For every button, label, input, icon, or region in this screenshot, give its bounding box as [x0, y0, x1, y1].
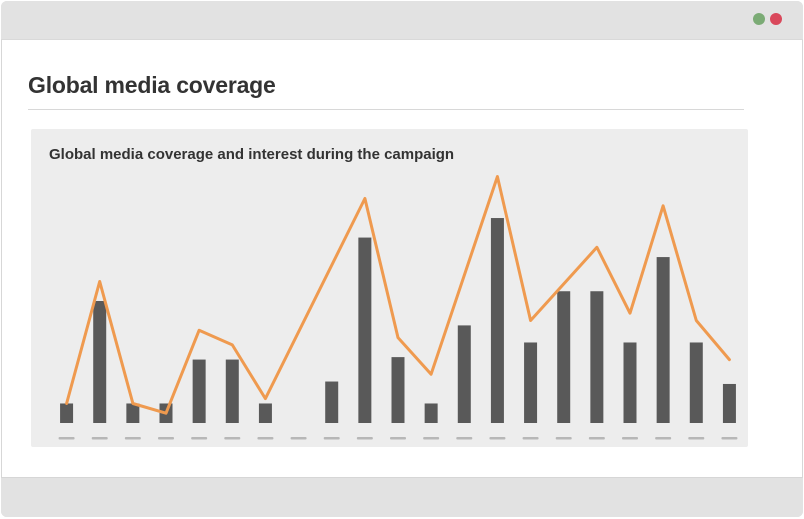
x-axis-tick-mark	[423, 437, 440, 440]
bar	[722, 383, 736, 423]
x-axis-tick-mark	[390, 437, 406, 440]
x-axis-tick-mark	[356, 437, 373, 440]
x-axis-tick-mark	[224, 437, 241, 440]
bar	[126, 403, 140, 423]
bar	[192, 359, 206, 423]
bar	[391, 357, 405, 423]
x-axis-tick-mark	[124, 437, 141, 440]
window-titlebar	[1, 1, 803, 40]
bar	[93, 301, 107, 423]
x-axis-tick-mark	[555, 437, 572, 440]
bar	[60, 403, 74, 423]
bar	[590, 291, 604, 423]
bar	[656, 257, 670, 423]
x-axis-tick-mark	[489, 437, 506, 440]
x-axis-tick-mark	[58, 437, 75, 440]
green-dot-icon[interactable]	[753, 13, 765, 25]
x-axis-tick-mark	[257, 437, 274, 440]
chart-canvas	[58, 175, 738, 440]
bar	[325, 381, 339, 423]
bar	[524, 342, 538, 423]
red-dot-icon[interactable]	[770, 13, 782, 25]
page-title: Global media coverage	[28, 72, 276, 98]
x-axis-tick-mark	[655, 437, 672, 440]
trend-line	[65, 175, 731, 415]
x-axis-tick-mark	[323, 437, 340, 440]
bar	[490, 218, 504, 423]
x-axis-tick-mark	[588, 437, 605, 440]
bar	[457, 325, 471, 423]
x-axis-tick-mark	[456, 437, 473, 440]
x-axis-tick-mark	[91, 437, 108, 440]
window-footer	[1, 477, 803, 517]
bar	[424, 403, 438, 423]
x-axis-tick-mark	[622, 437, 638, 440]
bar	[225, 359, 239, 423]
bar	[358, 237, 372, 423]
bar	[623, 342, 637, 423]
bar	[557, 291, 571, 423]
x-axis-tick-mark	[290, 437, 307, 440]
x-axis-tick-mark	[688, 437, 705, 440]
bar	[258, 403, 272, 423]
x-axis-tick-mark	[721, 437, 738, 440]
x-axis-tick-mark	[158, 437, 174, 440]
page-header: Global media coverage	[28, 71, 744, 110]
chart-panel: Global media coverage and interest durin…	[31, 129, 748, 447]
x-axis-tick-mark	[191, 437, 208, 440]
bar	[689, 342, 703, 423]
chart-title: Global media coverage and interest durin…	[49, 146, 455, 163]
x-axis-tick-mark	[522, 437, 539, 440]
